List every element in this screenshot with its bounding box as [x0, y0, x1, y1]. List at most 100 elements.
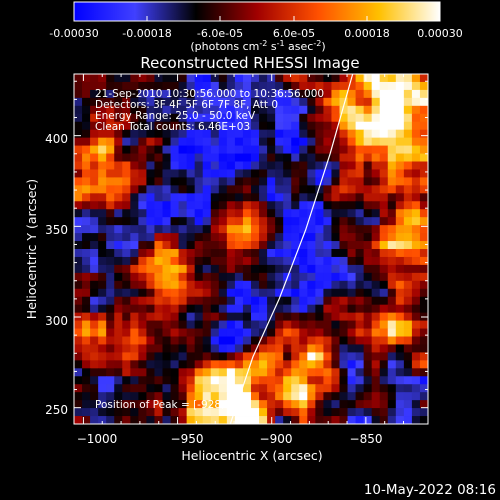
heatmap-cell	[178, 280, 188, 290]
heatmap-cell	[403, 89, 413, 99]
heatmap-cell	[122, 296, 131, 306]
heatmap-cell	[186, 304, 196, 314]
heatmap-cell	[154, 320, 163, 329]
heatmap-cell	[315, 129, 324, 139]
heatmap-cell	[355, 185, 365, 194]
heatmap-cell	[234, 169, 244, 178]
heatmap-cell	[202, 225, 212, 234]
heatmap-cell	[347, 280, 356, 290]
heatmap-cell	[307, 193, 316, 202]
heatmap-cell	[251, 193, 260, 202]
heatmap-cell	[186, 256, 196, 266]
heatmap-cell	[411, 288, 421, 298]
heatmap-cell	[234, 177, 244, 186]
heatmap-cell	[307, 201, 316, 210]
heatmap-cell	[315, 209, 324, 218]
heatmap-cell	[307, 129, 316, 139]
heatmap-cell	[379, 241, 389, 250]
heatmap-cell	[419, 225, 428, 234]
heatmap-cell	[82, 193, 91, 202]
heatmap-cell	[186, 217, 196, 226]
heatmap-cell	[138, 280, 147, 290]
heatmap-cell	[275, 376, 284, 385]
heatmap-cell	[106, 296, 115, 306]
heatmap-cell	[114, 193, 123, 202]
heatmap-cell	[251, 384, 260, 393]
heatmap-cell	[371, 392, 381, 401]
heatmap-cell	[226, 233, 236, 242]
heatmap-cell	[379, 408, 389, 417]
heatmap-cell	[218, 169, 228, 178]
heatmap-cell	[98, 177, 107, 186]
heatmap-cell	[331, 137, 340, 146]
heatmap-cell	[395, 129, 405, 139]
heatmap-cell	[210, 272, 220, 282]
colorbar-tick-label: -6.0e-05	[197, 27, 243, 40]
heatmap-cell	[283, 121, 292, 131]
heatmap-cell	[395, 81, 405, 91]
heatmap-cell	[291, 400, 300, 409]
heatmap-cell	[251, 336, 260, 345]
heatmap-cell	[403, 376, 413, 385]
colorbar	[73, 1, 441, 22]
heatmap-cell	[379, 185, 389, 194]
heatmap-cell	[106, 81, 115, 91]
heatmap-cell	[218, 256, 228, 266]
heatmap-cell	[186, 376, 196, 385]
heatmap-cell	[242, 201, 252, 210]
heatmap-cell	[411, 225, 421, 234]
heatmap-cell	[315, 153, 324, 162]
heatmap-cell	[210, 296, 220, 306]
heatmap-cell	[395, 161, 405, 170]
heatmap-cell	[323, 304, 332, 314]
heatmap-cell	[146, 193, 155, 202]
heatmap-cell	[387, 217, 397, 226]
heatmap-cell	[371, 177, 381, 186]
heatmap-cell	[299, 177, 308, 186]
heatmap-cell	[226, 256, 236, 266]
heatmap-cell	[395, 296, 405, 306]
heatmap-cell	[371, 97, 381, 107]
heatmap-cell	[106, 161, 115, 170]
heatmap-cell	[130, 328, 139, 337]
heatmap-cell	[299, 74, 308, 83]
heatmap-cell	[283, 304, 292, 314]
heatmap-cell	[82, 352, 91, 361]
heatmap-cell	[387, 97, 397, 107]
heatmap-cell	[323, 89, 332, 99]
heatmap-cell	[251, 129, 260, 139]
heatmap-cell	[218, 129, 228, 139]
heatmap-cell	[90, 74, 99, 83]
heatmap-cell	[234, 344, 244, 353]
heatmap-cell	[154, 376, 163, 385]
heatmap-cell	[259, 97, 268, 107]
heatmap-cell	[130, 416, 139, 424]
heatmap-cell	[299, 280, 308, 290]
heatmap-cell	[82, 233, 91, 242]
heatmap-cell	[186, 129, 196, 139]
heatmap-cell	[275, 153, 284, 162]
heatmap-cell	[218, 296, 228, 306]
heatmap-cell	[291, 416, 300, 424]
heatmap-cell	[154, 161, 163, 170]
heatmap-cell	[363, 233, 373, 242]
heatmap-cell	[411, 376, 421, 385]
heatmap-cell	[275, 89, 284, 99]
heatmap-cell	[186, 137, 196, 146]
heatmap-cell	[275, 320, 284, 329]
heatmap-cell	[331, 320, 340, 329]
y-tick-label: 250	[45, 403, 68, 417]
heatmap-cell	[82, 153, 91, 162]
heatmap-cell	[275, 304, 284, 314]
heatmap-cell	[218, 352, 228, 361]
heatmap-cell	[411, 336, 421, 345]
colorbar-tick-label: 6.0e-05	[273, 27, 315, 40]
heatmap-cell	[411, 344, 421, 353]
heatmap-cell	[411, 249, 421, 258]
heatmap-cell	[194, 416, 204, 424]
heatmap-cell	[146, 408, 155, 417]
heatmap-cell	[323, 368, 332, 377]
heatmap-cell	[130, 312, 139, 321]
heatmap-cell	[251, 105, 260, 115]
heatmap-cell	[146, 201, 155, 210]
